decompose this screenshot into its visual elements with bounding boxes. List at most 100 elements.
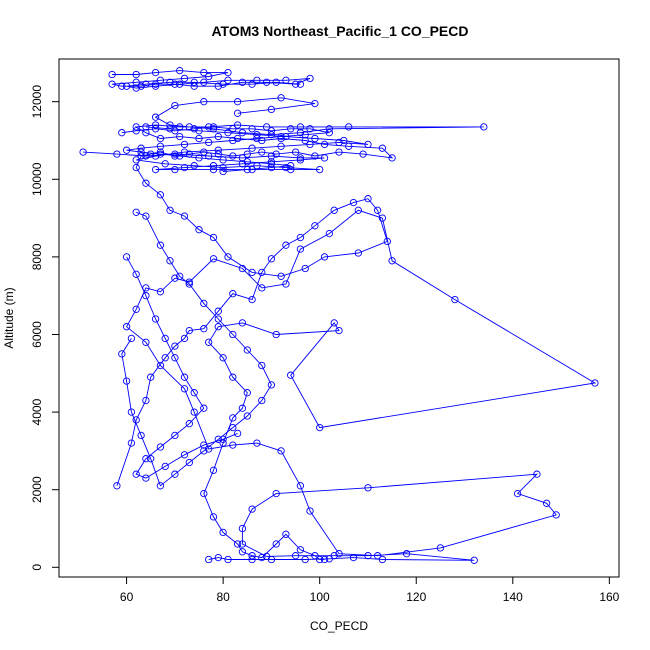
data-point	[296, 129, 305, 137]
data-point	[451, 295, 459, 304]
data-point	[180, 334, 189, 343]
data-point	[311, 152, 319, 160]
data-point	[108, 70, 116, 79]
data-point	[171, 470, 179, 478]
data-point	[142, 474, 150, 482]
data-point	[243, 346, 251, 354]
data-point	[137, 82, 145, 90]
data-point	[258, 396, 266, 405]
data-point	[364, 484, 372, 492]
data-point	[320, 253, 329, 261]
data-point	[316, 165, 324, 174]
data-point	[335, 550, 343, 558]
data-point	[195, 127, 203, 135]
data-point	[320, 154, 329, 162]
data-point	[316, 555, 324, 564]
data-point	[156, 142, 165, 150]
data-point	[190, 389, 198, 397]
data-point	[325, 229, 333, 238]
data-point	[233, 540, 242, 548]
data-point	[132, 270, 140, 278]
data-point	[229, 441, 237, 449]
data-point	[156, 482, 165, 490]
data-point	[219, 156, 227, 164]
data-point	[151, 152, 160, 160]
data-point	[373, 552, 382, 560]
data-point	[214, 132, 222, 141]
data-point	[233, 121, 242, 129]
data-point	[190, 78, 198, 86]
data-point	[224, 555, 232, 564]
data-point	[238, 540, 247, 548]
data-point	[180, 74, 189, 83]
data-point	[345, 123, 353, 131]
data-point	[195, 154, 203, 162]
data-point	[132, 127, 140, 135]
data-point	[132, 84, 140, 92]
data-point	[267, 160, 276, 168]
data-point	[132, 163, 140, 172]
data-point	[224, 129, 232, 137]
data-point	[383, 237, 391, 246]
data-point	[272, 150, 280, 158]
data-point	[359, 150, 367, 158]
data-point	[311, 552, 319, 560]
data-point	[190, 162, 198, 170]
data-point	[151, 82, 160, 90]
data-point	[233, 134, 242, 143]
data-point	[122, 146, 131, 154]
data-point	[436, 544, 445, 552]
data-point	[151, 125, 160, 133]
data-point	[200, 489, 208, 498]
data-point	[156, 76, 165, 84]
data-point	[205, 152, 213, 160]
data-point	[354, 249, 362, 257]
data-point	[137, 431, 145, 440]
data-point	[301, 131, 309, 139]
data-point	[354, 206, 362, 214]
data-series	[113, 94, 488, 490]
data-point	[296, 233, 305, 242]
data-point	[248, 295, 256, 304]
data-point	[229, 136, 237, 145]
data-point	[513, 489, 522, 498]
data-point	[267, 381, 276, 389]
data-point	[229, 414, 237, 422]
data-point	[142, 80, 150, 88]
data-point	[311, 222, 319, 230]
data-point	[214, 435, 222, 443]
data-point	[166, 78, 174, 86]
data-point	[176, 132, 184, 141]
data-point	[325, 125, 333, 133]
data-point	[238, 129, 247, 137]
data-point	[267, 105, 276, 114]
data-point	[200, 447, 208, 455]
y-axis: 0 2000 4000 6000 8000 10000 12000	[30, 85, 60, 571]
data-point	[262, 78, 271, 86]
data-point	[373, 206, 382, 214]
data-point	[200, 299, 208, 308]
data-point	[185, 280, 193, 288]
data-point	[180, 385, 189, 393]
data-point	[277, 447, 285, 455]
data-point	[316, 423, 324, 432]
series-line	[116, 97, 484, 486]
data-point	[176, 66, 184, 75]
data-point	[291, 552, 300, 560]
data-point	[243, 165, 251, 174]
data-point	[142, 338, 150, 346]
series-line	[126, 209, 597, 561]
data-point	[243, 412, 251, 420]
data-point	[166, 257, 174, 265]
data-point	[267, 127, 276, 135]
data-point	[229, 373, 237, 381]
data-point	[253, 439, 261, 447]
data-point	[364, 552, 372, 560]
data-point	[296, 123, 305, 131]
data-point	[113, 150, 121, 158]
data-point	[190, 125, 198, 133]
data-point	[267, 163, 276, 172]
data-point	[132, 78, 140, 86]
data-point	[258, 361, 266, 370]
data-point	[229, 152, 237, 160]
